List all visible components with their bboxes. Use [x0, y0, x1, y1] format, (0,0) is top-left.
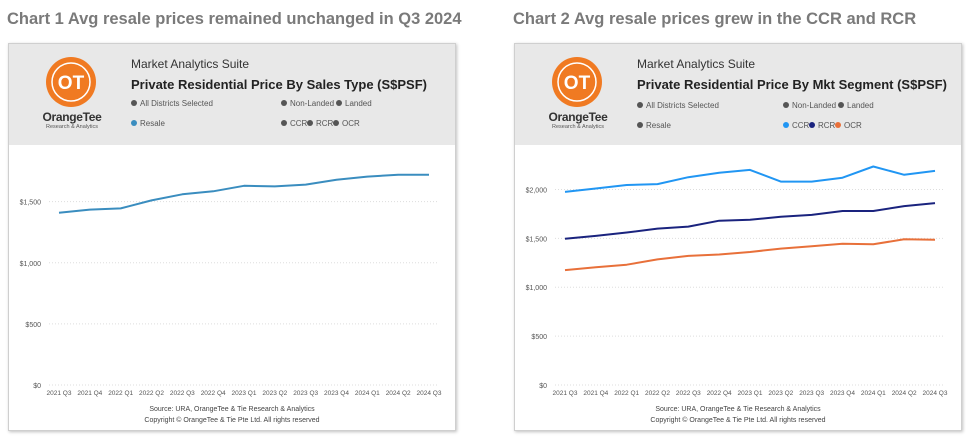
filter-all-districts[interactable]: All Districts Selected: [131, 99, 213, 108]
x-tick-label: 2022 Q1: [108, 390, 133, 397]
filter-resale[interactable]: Resale: [637, 121, 671, 130]
filter-dot-icon: [131, 99, 137, 106]
x-tick-label: 2023 Q3: [799, 390, 824, 397]
x-tick-label: 2022 Q3: [170, 390, 195, 397]
brand-subtitle: Research & Analytics: [552, 124, 604, 130]
x-tick-label: 2023 Q1: [738, 390, 763, 397]
y-tick-label: $1,500: [20, 200, 42, 207]
chart-2-copyright: Copyright © OrangeTee & Tie Pte Ltd. All…: [650, 417, 826, 424]
chart-1-copyright: Copyright © OrangeTee & Tie Pte Ltd. All…: [144, 417, 320, 424]
filter-dot-icon: [307, 119, 313, 126]
filter-ccr[interactable]: CCR: [783, 121, 809, 130]
chart-1-title: Private Residential Price By Sales Type …: [131, 77, 427, 92]
x-tick-label: 2024 Q3: [923, 390, 948, 397]
brand-name: OrangeTee: [548, 110, 608, 124]
filter-dot-icon: [835, 121, 841, 128]
x-tick-label: 2023 Q3: [293, 390, 318, 397]
y-tick-label: $0: [33, 383, 41, 390]
brand-subtitle: Research & Analytics: [46, 124, 98, 130]
chart-1-panel: OT OrangeTee Research & Analytics Market…: [8, 43, 456, 431]
filter-dot-icon: [281, 99, 287, 106]
x-tick-label: 2022 Q2: [139, 390, 164, 397]
x-tick-label: 2022 Q3: [676, 390, 701, 397]
brand-name: OrangeTee: [42, 110, 102, 124]
x-tick-label: 2021 Q3: [553, 390, 578, 397]
x-tick-label: 2024 Q1: [355, 390, 380, 397]
chart-1-plot: $0 $500 $1,000 $1,500 2021 Q3 2021 Q4 2022 Q1 2…: [20, 173, 442, 397]
y-tick-label: $500: [25, 322, 41, 329]
chart-1-heading: Chart 1 Avg resale prices remained uncha…: [7, 10, 462, 28]
filter-dot-icon: [333, 119, 339, 126]
chart-2-heading: Chart 2 Avg resale prices grew in the CC…: [513, 10, 917, 28]
filter-dot-icon: [637, 121, 643, 128]
x-tick-label: 2024 Q2: [386, 390, 411, 397]
x-tick-label: 2023 Q2: [262, 390, 287, 397]
filter-dot-icon: [281, 119, 287, 126]
filter-dot-icon: [783, 101, 789, 108]
x-tick-label: 2022 Q2: [645, 390, 670, 397]
x-tick-label: 2022 Q4: [707, 390, 732, 397]
orangetee-logo-icon: OT: [552, 57, 602, 107]
x-tick-label: 2023 Q4: [324, 390, 349, 397]
chart-1-header: OT OrangeTee Research & Analytics Market…: [9, 44, 455, 145]
x-tick-label: 2023 Q4: [830, 390, 855, 397]
series-line-ocr: [564, 238, 936, 272]
y-tick-label: $1,500: [526, 236, 548, 243]
y-tick-label: $1,000: [20, 261, 42, 268]
x-tick-label: 2024 Q2: [892, 390, 917, 397]
x-tick-label: 2024 Q3: [417, 390, 442, 397]
filter-dot-icon: [809, 121, 815, 128]
filter-landed[interactable]: Landed: [838, 101, 874, 110]
filter-resale[interactable]: Resale: [131, 119, 165, 128]
svg-text:OT: OT: [58, 73, 85, 94]
y-tick-label: $500: [531, 334, 547, 341]
filter-non-landed[interactable]: Non-Landed: [281, 99, 334, 108]
x-tick-label: 2023 Q2: [768, 390, 793, 397]
chart-2-panel: OT OrangeTee Research & Analytics Market…: [514, 43, 962, 431]
filter-dot-icon: [637, 101, 643, 108]
filter-ocr[interactable]: OCR: [835, 121, 862, 130]
series-line-resale: [58, 173, 429, 214]
chart-2-plot: $0 $500 $1,000 $1,500 $2,000 2021 Q3 2021 Q4 20…: [526, 165, 948, 397]
x-tick-label: 2021 Q3: [47, 390, 72, 397]
x-tick-label: 2024 Q1: [861, 390, 886, 397]
y-tick-label: $1,000: [526, 285, 548, 292]
filter-dot-icon: [336, 99, 342, 106]
x-tick-label: 2021 Q4: [77, 390, 102, 397]
filter-landed[interactable]: Landed: [336, 99, 372, 108]
filter-dot-icon: [783, 121, 789, 128]
series-line-ccr: [564, 165, 936, 193]
x-tick-label: 2022 Q1: [614, 390, 639, 397]
suite-label: Market Analytics Suite: [131, 57, 250, 71]
filter-dot-icon: [838, 101, 844, 108]
filter-rcr[interactable]: RCR: [307, 119, 333, 128]
chart-1-source: Source: URA, OrangeTee & Tie Research & …: [149, 406, 315, 413]
x-tick-label: 2021 Q4: [583, 390, 608, 397]
filter-ocr[interactable]: OCR: [333, 119, 360, 128]
svg-text:OT: OT: [564, 73, 591, 94]
chart-2-title: Private Residential Price By Mkt Segment…: [637, 77, 947, 92]
x-tick-label: 2022 Q4: [201, 390, 226, 397]
filter-non-landed[interactable]: Non-Landed: [783, 101, 836, 110]
filter-rcr[interactable]: RCR: [809, 121, 835, 130]
filter-dot-icon: [131, 119, 137, 126]
chart-2-source: Source: URA, OrangeTee & Tie Research & …: [655, 406, 821, 413]
y-tick-label: $0: [539, 383, 547, 390]
y-tick-label: $2,000: [526, 187, 548, 194]
filter-ccr[interactable]: CCR: [281, 119, 307, 128]
x-tick-label: 2023 Q1: [232, 390, 257, 397]
orangetee-logo-icon: OT: [46, 57, 96, 107]
filter-all-districts[interactable]: All Districts Selected: [637, 101, 719, 110]
chart-2-header: OT OrangeTee Research & Analytics Market…: [515, 44, 961, 145]
series-line-rcr: [564, 202, 936, 240]
suite-label: Market Analytics Suite: [637, 57, 756, 71]
